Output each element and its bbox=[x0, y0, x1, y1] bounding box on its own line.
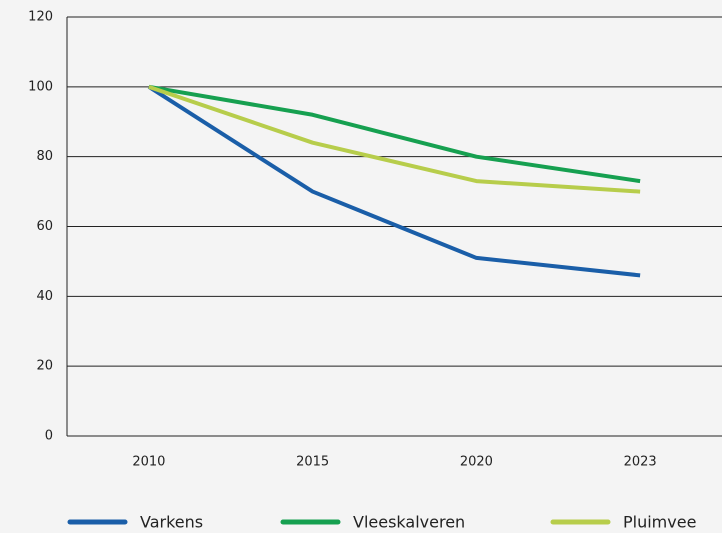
x-tick-label: 2010 bbox=[132, 455, 165, 470]
legend-label: Vleeskalveren bbox=[353, 513, 465, 532]
legend-label: Varkens bbox=[140, 513, 203, 532]
x-tick-label: 2020 bbox=[460, 455, 493, 470]
x-tick-label: 2023 bbox=[624, 455, 657, 470]
series-line bbox=[147, 85, 641, 278]
y-tick-label: 60 bbox=[36, 219, 53, 234]
y-tick-label: 20 bbox=[36, 359, 53, 374]
y-tick-label: 120 bbox=[28, 10, 53, 25]
y-tick-label: 100 bbox=[28, 79, 53, 94]
y-tick-label: 40 bbox=[36, 289, 53, 304]
legend-label: Pluimvee bbox=[623, 513, 696, 532]
x-tick-label: 2015 bbox=[296, 455, 329, 470]
y-tick-label: 80 bbox=[36, 149, 53, 164]
y-tick-label: 0 bbox=[45, 429, 53, 444]
series-line bbox=[148, 84, 641, 194]
series-line bbox=[148, 84, 641, 184]
legend: Varkens Vleeskalveren Pluimvee bbox=[67, 513, 696, 532]
